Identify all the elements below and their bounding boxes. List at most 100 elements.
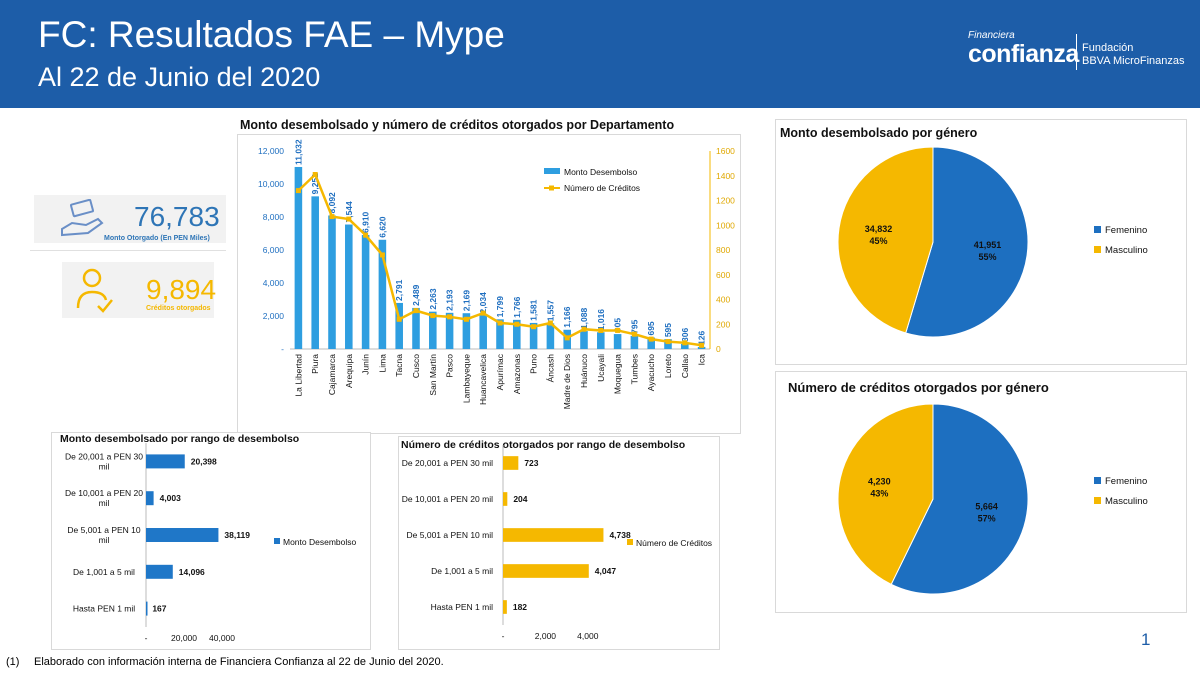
hbar-category-label: Hasta PEN 1 mil: [73, 604, 135, 614]
hbar-bar: [503, 528, 604, 542]
category-label: Cusco: [411, 354, 421, 378]
line-marker: [531, 324, 537, 330]
hbar-bar: [146, 528, 219, 542]
pie-legend-swatch: [1094, 246, 1101, 253]
pie-legend-label: Masculino: [1105, 496, 1148, 507]
person-check-icon: [76, 268, 113, 313]
line-marker: [648, 336, 654, 342]
bar-data-label: 7,544: [344, 201, 354, 223]
line-marker: [463, 316, 469, 322]
right-tick-label: 1400: [716, 171, 735, 181]
category-label: Amazonas: [512, 354, 522, 394]
bar-data-label: 1,581: [529, 299, 539, 321]
hbar-data-label: 723: [524, 458, 538, 468]
bar-data-label: 795: [629, 319, 639, 333]
hbar-monto-title: Monto desembolsado por rango de desembol…: [60, 433, 300, 445]
pie-legend-swatch: [1094, 497, 1101, 504]
category-label: Huánuco: [579, 354, 589, 388]
hbar-category-label: mil: [99, 498, 110, 508]
hbar-data-label: 38,119: [224, 530, 250, 540]
bar-monto: [361, 234, 370, 349]
kpi-creditos-value: 9,894: [146, 274, 217, 305]
bar-data-label: 6,620: [377, 216, 387, 238]
hbar-data-label: 4,003: [160, 493, 182, 503]
bar-data-label: 595: [663, 323, 673, 337]
left-tick-label: -: [281, 344, 284, 354]
line-marker: [329, 214, 335, 220]
bar-monto: [429, 311, 437, 349]
kpi-monto-label: Monto Otorgado (En PEN Miles): [104, 235, 210, 242]
pie-legend-label: Femenino: [1105, 225, 1147, 236]
left-tick-label: 2,000: [263, 311, 285, 321]
line-marker: [665, 339, 671, 345]
line-marker: [346, 216, 352, 222]
bar-data-label: 1,766: [512, 296, 522, 318]
line-marker: [682, 340, 688, 346]
category-label: Apurímac: [495, 353, 505, 390]
left-tick-label: 10,000: [258, 179, 284, 189]
hbar-bar: [503, 600, 507, 614]
pie-slice: [837, 146, 934, 334]
bar-monto: [664, 339, 672, 349]
hbar-category-label: De 1,001 a 5 mil: [431, 566, 493, 576]
legend-creditos-marker: [549, 185, 554, 191]
hbar-data-label: 14,096: [179, 567, 205, 577]
kpi-monto-value: 76,783: [134, 201, 220, 232]
dept-chart-box: 12,000 10,000 8,000 6,000 4,000 2,000 - 1600 140…: [237, 134, 741, 434]
hbar-data-label: 182: [513, 602, 527, 612]
hbar-bar: [146, 491, 154, 506]
line-marker: [312, 172, 318, 178]
dept-chart-title: Monto desembolsado y número de créditos …: [240, 118, 675, 132]
footnote-text: Elaborado con información interna de Fin…: [34, 656, 444, 668]
pie-legend-swatch: [1094, 477, 1101, 484]
pie-monto-title: Monto desembolsado por género: [780, 126, 978, 140]
bar-data-label: 695: [646, 321, 656, 335]
page-number: 1: [1141, 630, 1151, 649]
pie-monto-box: Monto desembolsado por género 41,951 55% 3…: [775, 119, 1187, 365]
line-marker: [295, 188, 301, 194]
bar-monto: [597, 332, 605, 349]
hbar-bar: [503, 492, 508, 506]
hbar-category-label: De 5,001 a PEN 10: [67, 525, 141, 535]
hbar-tick-label: -: [145, 633, 148, 643]
pie-value-label: 41,951: [974, 240, 1002, 250]
pie-pct-label: 43%: [870, 489, 888, 499]
right-tick-label: 200: [716, 319, 730, 329]
hbar-bar: [146, 454, 185, 469]
bar-data-label: 8,092: [327, 192, 337, 214]
line-marker: [396, 316, 402, 322]
bar-data-label: 2,169: [461, 290, 471, 312]
bar-monto: [479, 315, 487, 349]
pie-legend-label: Masculino: [1105, 245, 1148, 256]
kpi-creditos-label: Créditos otorgados: [146, 305, 211, 312]
category-label: Junín: [361, 354, 371, 375]
hbar-data-label: 204: [513, 494, 527, 504]
hbar-tick-label: 2,000: [535, 631, 557, 641]
line-marker: [480, 310, 486, 316]
hbar-creditos-box: Número de créditos otorgados por rango d…: [398, 436, 720, 650]
hbar-bar: [503, 456, 519, 470]
line-marker: [413, 308, 419, 314]
dept-chart: 12,000 10,000 8,000 6,000 4,000 2,000 - 1600 140…: [258, 139, 735, 409]
logo-bbva: BBVA MicroFinanzas: [1082, 55, 1185, 67]
category-label: Ica: [697, 354, 707, 366]
line-marker: [699, 342, 705, 348]
bar-data-label: 2,489: [411, 284, 421, 306]
pie-pct-label: 45%: [869, 236, 887, 246]
right-tick-label: 1200: [716, 196, 735, 206]
hbar-bar: [146, 564, 173, 579]
hbar-category-label: Hasta PEN 1 mil: [431, 602, 493, 612]
line-marker: [447, 314, 453, 320]
line-marker: [564, 335, 570, 341]
category-label: Ucayali: [596, 354, 606, 382]
left-tick-label: 6,000: [263, 245, 285, 255]
bar-monto: [311, 196, 319, 349]
pie-value-label: 34,832: [865, 224, 893, 234]
hbar-legend-swatch: [274, 538, 280, 544]
category-label: Ayacucho: [646, 354, 656, 391]
line-marker: [379, 252, 385, 258]
bar-monto: [345, 224, 353, 349]
pie-creditos-title: Número de créditos otorgados por género: [788, 380, 1049, 395]
category-label: Loreto: [663, 354, 673, 378]
category-label: La Libertad: [293, 354, 303, 397]
